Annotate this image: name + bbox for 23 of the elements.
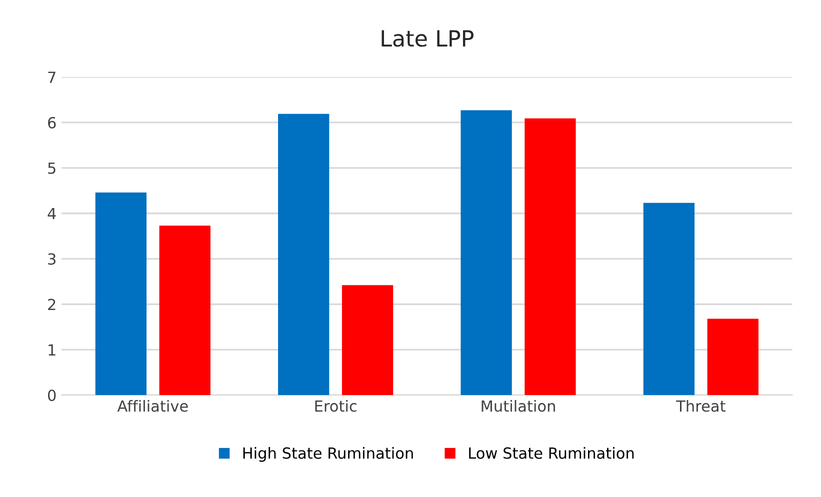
- bar: [95, 192, 147, 396]
- x-tick-label: Erotic: [315, 400, 356, 412]
- bar: [707, 318, 758, 396]
- y-tick-label: 1: [48, 344, 56, 356]
- y-tick-label: 6: [48, 116, 56, 128]
- chart-title: Late LPP: [382, 30, 474, 47]
- y-tick-label: 2: [48, 298, 56, 310]
- bar: [460, 110, 512, 396]
- legend-label: Low State Rumination: [469, 447, 634, 459]
- y-tick-label: 5: [48, 162, 56, 174]
- x-tick-label: Mutilation: [482, 400, 555, 412]
- y-tick-label: 7: [48, 72, 56, 83]
- y-tick-label: 0: [48, 390, 56, 402]
- bar: [278, 114, 330, 396]
- bar: [524, 118, 576, 396]
- x-tick-label: Threat: [676, 400, 726, 412]
- bar: [159, 226, 210, 396]
- legend-label: High State Rumination: [243, 447, 413, 462]
- x-tick-label: Affiliative: [117, 400, 188, 412]
- y-tick-label: 3: [48, 253, 56, 265]
- bar: [643, 202, 695, 396]
- bar: [342, 285, 394, 396]
- y-tick-label: 4: [48, 208, 56, 220]
